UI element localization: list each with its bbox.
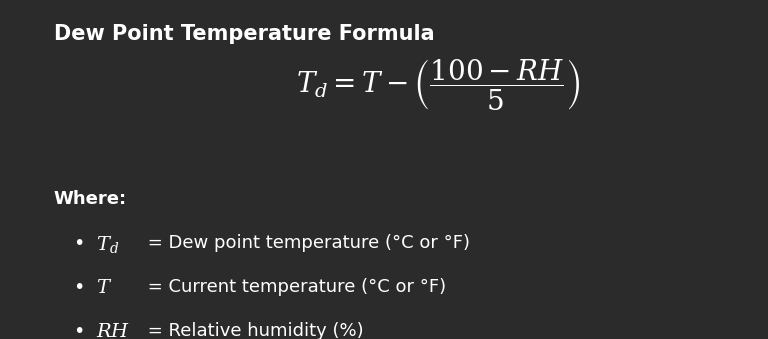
Text: $T$: $T$ [96,278,112,297]
Text: •: • [73,278,84,297]
Text: $T_d = T - \left(\dfrac{100 - RH}{5}\right)$: $T_d = T - \left(\dfrac{100 - RH}{5}\rig… [296,57,580,112]
Text: = Current temperature (°C or °F): = Current temperature (°C or °F) [142,278,446,296]
Text: $RH$: $RH$ [96,322,131,339]
Text: •: • [73,322,84,339]
Text: •: • [73,234,84,253]
Text: = Dew point temperature (°C or °F): = Dew point temperature (°C or °F) [142,234,470,252]
Text: Where:: Where: [54,190,127,208]
Text: = Relative humidity (%): = Relative humidity (%) [142,322,364,339]
Text: Dew Point Temperature Formula: Dew Point Temperature Formula [54,24,435,44]
Text: $T_d$: $T_d$ [96,234,119,255]
